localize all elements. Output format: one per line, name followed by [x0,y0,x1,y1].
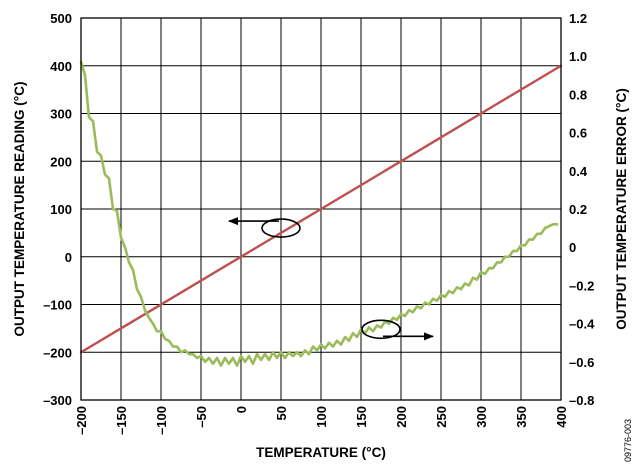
y-right-tick-label: –0.4 [569,317,595,332]
series-layer [79,60,563,367]
y-right-tick-label: 0.6 [569,126,587,141]
y-right-tick-label: 0 [569,240,576,255]
y-right-tick-label: 0.4 [569,164,588,179]
x-tick-label: –200 [74,406,89,435]
x-tick-label: 300 [474,406,489,428]
y-right-tick-label: –0.8 [569,393,594,408]
y-right-axis-title: OUTPUT TEMPERATURE ERROR (°C) [614,88,629,329]
y-left-axis-title: OUTPUT TEMPERATURE READING (°C) [12,82,27,337]
x-tick-label: –50 [194,406,209,428]
x-tick-label: 100 [314,406,329,428]
y-left-tick-label: 300 [50,107,72,122]
annotation-ellipse-right [361,319,401,340]
y-left-tick-label: 400 [50,59,72,74]
annotations [228,217,434,341]
plot-frame [80,17,562,401]
x-tick-label: 200 [394,406,409,428]
y-right-tick-label: –0.6 [569,355,594,370]
y-right-tick-label: –0.2 [569,278,594,293]
y-left-tick-label: 500 [50,11,72,26]
y-right-tick-label: 1.2 [569,11,587,26]
x-tick-label: 0 [234,406,249,413]
x-tick-label: 50 [274,406,289,420]
y-left-tick-label: 100 [50,202,72,217]
y-left-tick-label: –200 [43,345,72,360]
series-line-0-reading [79,64,563,354]
y-left-tick-label: 200 [50,154,72,169]
x-tick-labels: –200 –150 –100 –50 0 50 100 150 200 250 300 350 400 [74,406,569,435]
y-right-tick-label: 0.2 [569,202,587,217]
y-left-tick-labels: –300 –200 –100 0 100 200 300 400 500 [43,11,72,408]
y-left-tick-label: 0 [65,250,72,265]
x-tick-label: 400 [554,406,569,428]
series-line-1-error [79,60,559,367]
y-right-tick-label: 0.8 [569,87,587,102]
x-tick-label: 250 [434,406,449,428]
y-left-tick-label: –100 [43,298,72,313]
x-tick-label: –100 [154,406,169,435]
x-tick-label: 150 [354,406,369,428]
x-axis-title: TEMPERATURE (°C) [256,445,386,460]
figure-id-label: 09776-003 [623,419,633,462]
y-right-tick-label: 1.0 [569,49,587,64]
x-tick-label: 350 [514,406,529,428]
x-tick-label: –150 [114,406,129,435]
y-left-tick-label: –300 [43,393,72,408]
annotation-ellipse-left [261,218,301,238]
y-right-tick-labels: –0.8 –0.6 –0.4 –0.2 0 0.2 0.4 0.6 0.8 1.0 1.2 [569,11,595,408]
